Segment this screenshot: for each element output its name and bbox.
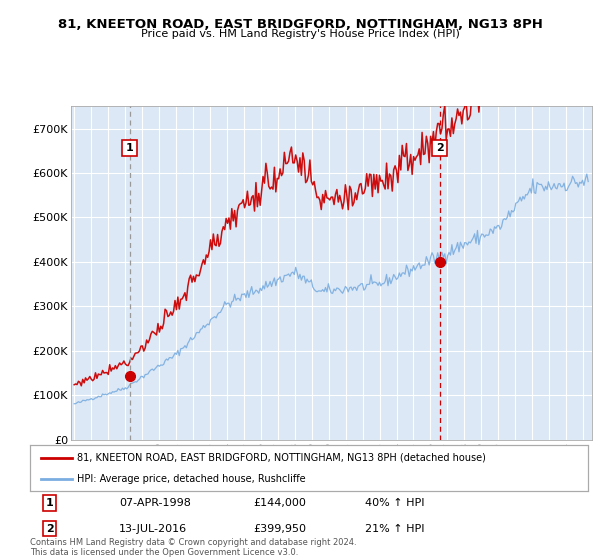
Text: 40% ↑ HPI: 40% ↑ HPI: [365, 498, 424, 508]
Text: 13-JUL-2016: 13-JUL-2016: [119, 524, 187, 534]
Text: 1: 1: [126, 143, 134, 153]
Text: £144,000: £144,000: [253, 498, 306, 508]
Text: Price paid vs. HM Land Registry's House Price Index (HPI): Price paid vs. HM Land Registry's House …: [140, 29, 460, 39]
Text: 2: 2: [46, 524, 53, 534]
Text: Contains HM Land Registry data © Crown copyright and database right 2024.
This d: Contains HM Land Registry data © Crown c…: [30, 538, 356, 557]
Text: 21% ↑ HPI: 21% ↑ HPI: [365, 524, 424, 534]
Text: 1: 1: [46, 498, 53, 508]
Text: 81, KNEETON ROAD, EAST BRIDGFORD, NOTTINGHAM, NG13 8PH (detached house): 81, KNEETON ROAD, EAST BRIDGFORD, NOTTIN…: [77, 452, 487, 463]
Text: HPI: Average price, detached house, Rushcliffe: HPI: Average price, detached house, Rush…: [77, 474, 306, 484]
Text: £399,950: £399,950: [253, 524, 306, 534]
Text: 07-APR-1998: 07-APR-1998: [119, 498, 191, 508]
Text: 2: 2: [436, 143, 443, 153]
Text: 81, KNEETON ROAD, EAST BRIDGFORD, NOTTINGHAM, NG13 8PH: 81, KNEETON ROAD, EAST BRIDGFORD, NOTTIN…: [58, 18, 542, 31]
